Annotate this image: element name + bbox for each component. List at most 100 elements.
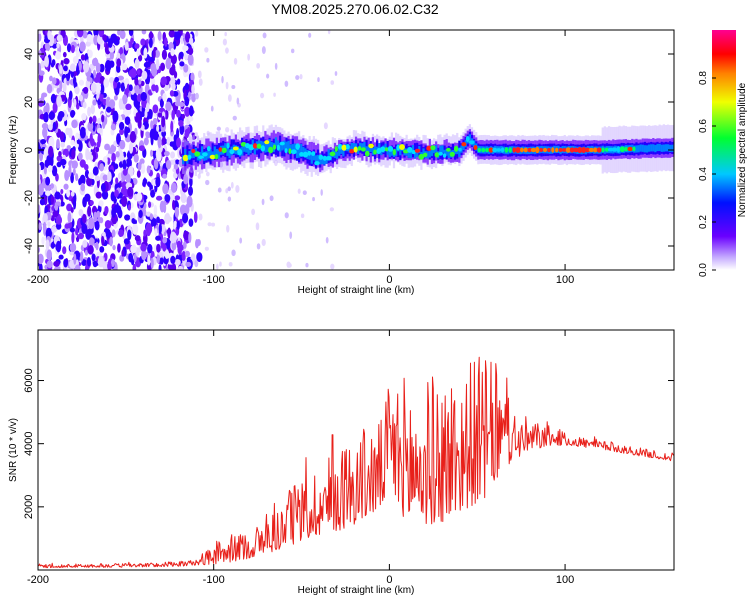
noise-blob [233,57,238,65]
signal-core-blob [364,150,370,157]
noise-blob [38,32,42,42]
noise-blob [180,35,184,45]
noise-blob [109,50,115,60]
colorbar-tick-label: 0.0 [698,263,709,277]
snr-plot-area [38,330,674,570]
noise-blob [142,180,146,187]
noise-blob [156,254,161,264]
x-tick-label: 0 [386,274,392,286]
signal-core-blob [221,147,227,154]
signal-core-blob [411,150,416,155]
noise-blob [56,34,63,42]
noise-blob [170,47,175,57]
noise-blob [55,51,62,60]
signal-core-blob [209,154,216,160]
x-tick-label: -100 [203,574,225,586]
noise-blob [101,235,105,246]
noise-blob [43,129,48,142]
noise-blob [177,265,184,270]
signal-core-blob [601,147,605,153]
noise-blob [163,150,170,157]
signal-band-cell [671,144,674,152]
noise-blob [197,70,202,79]
noise-blob [133,253,137,263]
noise-blob [152,104,159,114]
noise-blob [114,189,119,198]
signal-core-blob [248,144,255,151]
noise-blob [261,198,265,206]
noise-blob [269,195,274,202]
noise-blob [255,222,260,231]
signal-band-cell [367,144,370,153]
noise-blob [153,204,158,216]
noise-blob [94,220,100,231]
colorbar-tick-label: 0.4 [698,167,709,181]
noise-blob [162,92,167,102]
signal-core-blob [434,152,440,158]
signal-core-blob [288,148,292,155]
y-tick-label: 20 [23,96,35,108]
noise-blob [176,109,181,118]
noise-blob [111,207,116,218]
signal-band-cell [335,151,339,160]
signal-band-cell [660,144,663,152]
noise-blob [115,151,120,158]
signal-band-cell [413,151,417,159]
signal-band-cell [411,144,415,153]
noise-blob [206,57,210,63]
noise-blob [184,96,190,107]
noise-blob [75,173,79,182]
noise-blob [171,241,177,251]
noise-blob [194,132,198,137]
noise-blob [217,187,222,193]
noise-blob [164,37,168,47]
x-tick-label: 100 [556,574,574,586]
signal-band-cell [666,144,670,152]
signal-band-cell [407,150,410,158]
signal-core-blob [477,147,482,153]
noise-blob [176,78,181,85]
noise-blob [184,106,191,117]
signal-band-cell [669,144,672,153]
noise-blob [273,159,278,167]
signal-core-blob [392,148,396,156]
noise-blob [41,92,48,98]
noise-blob [73,57,79,63]
signal-core-blob [593,147,598,153]
noise-blob [225,188,229,194]
noise-blob [93,76,101,83]
signal-core-blob [585,147,591,153]
noise-blob [162,183,169,195]
signal-band-cell [314,155,318,165]
noise-blob [50,215,55,222]
signal-core-blob [523,147,528,153]
noise-blob [56,42,60,49]
noise-blob [171,82,176,91]
noise-blob [162,236,168,244]
noise-blob [170,255,176,264]
noise-blob [39,198,46,206]
noise-blob [73,197,77,210]
noise-blob [52,121,57,132]
noise-blob [155,235,161,241]
noise-blob [116,133,121,145]
noise-blob [148,37,153,49]
noise-blob [99,92,104,102]
noise-blob [137,162,142,171]
signal-core-blob [426,145,432,151]
noise-blob [211,222,216,227]
noise-blob [130,92,138,101]
noise-blob [156,125,160,132]
noise-blob [91,57,99,67]
noise-blob [224,31,227,37]
noise-blob [182,241,187,249]
signal-core-blob [322,155,327,161]
noise-blob [128,252,134,263]
noise-blob [78,94,84,102]
signal-core-blob [396,144,401,151]
signal-band-cell [395,148,398,157]
noise-blob [86,176,93,187]
noise-blob [181,113,186,120]
noise-blob [74,264,81,270]
